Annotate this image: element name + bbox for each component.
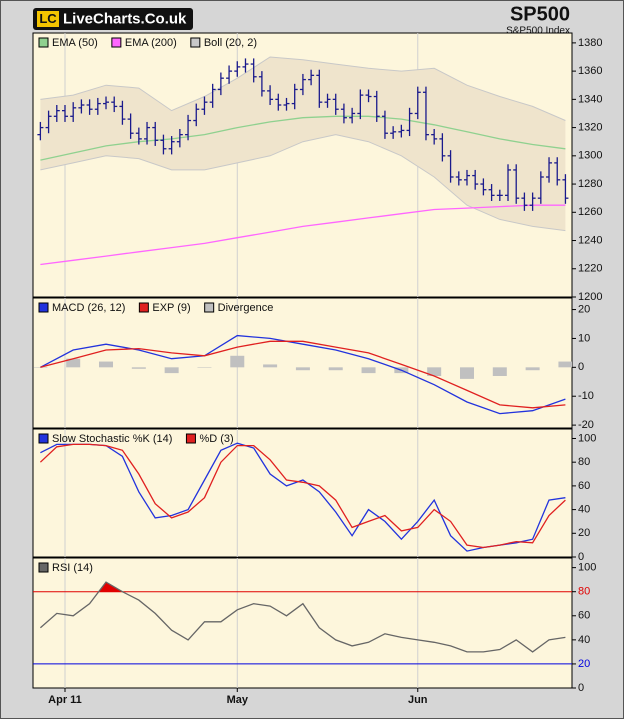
y-tick-label: 40 (578, 503, 590, 515)
divergence-bar (328, 367, 343, 371)
y-tick-label: 1360 (578, 65, 602, 77)
legend-swatch (204, 302, 215, 313)
y-tick-label: 100 (578, 432, 596, 444)
divergence-bar (459, 367, 474, 379)
legend-swatch (38, 433, 49, 444)
divergence-bar (230, 355, 245, 368)
x-tick-label: Jun (408, 694, 428, 706)
divergence-bar (492, 367, 507, 376)
divergence-bar (263, 364, 278, 368)
y-tick-label: 80 (578, 456, 590, 468)
legend-label: RSI (14) (52, 562, 93, 574)
plot (33, 558, 572, 688)
y-tick-label: -20 (578, 419, 594, 431)
divergence-bar (361, 367, 376, 374)
series-line (39, 443, 566, 549)
y-tick-label: 40 (578, 634, 590, 646)
legend-swatch (190, 37, 201, 48)
divergence-bar (197, 367, 212, 368)
y-tick-label: 1300 (578, 150, 602, 162)
series-line (40, 204, 566, 266)
y-tick-label: 20 (578, 527, 590, 539)
logo-mark-box (37, 11, 59, 27)
legend-label: EXP (9) (152, 302, 190, 314)
y-tick-label: 1340 (578, 93, 602, 105)
y-tick-label: 80 (578, 586, 590, 598)
x-tick-label: Apr 11 (48, 694, 82, 706)
legend-label: EMA (200) (125, 37, 177, 49)
divergence-bar (558, 361, 572, 368)
divergence-bar (131, 367, 146, 369)
series-line (40, 334, 566, 415)
divergence-bar (295, 367, 310, 371)
logo-box (33, 8, 193, 30)
logo-mark: LC (39, 11, 57, 26)
legend-swatch (38, 302, 49, 313)
y-tick-label: 60 (578, 480, 590, 492)
divergence-bar (427, 367, 442, 376)
panel (32, 557, 573, 689)
y-tick-label: 60 (578, 610, 590, 622)
y-tick-label: 0 (578, 361, 584, 373)
y-tick-label: 1220 (578, 263, 602, 275)
logo-text: LiveCharts.Co.uk (63, 10, 187, 27)
legend-swatch (111, 37, 122, 48)
divergence-bar (99, 361, 114, 368)
y-tick-label: 1280 (578, 178, 602, 190)
legend-swatch (185, 433, 196, 444)
y-tick-label: 0 (578, 551, 584, 563)
series-line (40, 340, 566, 409)
chart-title: SP500 (510, 3, 570, 25)
y-tick-label: 1380 (578, 37, 602, 49)
divergence-bar (164, 367, 179, 374)
series-line (40, 115, 566, 161)
legend-label: %D (3) (199, 433, 233, 445)
plot (37, 33, 569, 297)
legend-label: Boll (20, 2) (204, 37, 257, 49)
y-tick-label: 1200 (578, 291, 602, 303)
legend-label: Divergence (218, 302, 274, 314)
legend-swatch (38, 37, 49, 48)
series-line (39, 581, 566, 653)
band-fill (40, 57, 566, 231)
y-tick-label: 1240 (578, 234, 602, 246)
band-upper (40, 56, 566, 121)
y-tick-label: 0 (578, 682, 584, 694)
plot (33, 298, 572, 428)
x-tick-label: May (227, 694, 249, 706)
series-line (40, 442, 566, 552)
legend-swatch (38, 562, 49, 573)
panel (32, 297, 573, 429)
legend-label: MACD (26, 12) (52, 302, 125, 314)
y-tick-label: 20 (578, 658, 590, 670)
divergence-bar (33, 367, 48, 368)
legend-label: Slow Stochastic %K (14) (52, 433, 172, 445)
legend-swatch (138, 302, 149, 313)
legend-label: EMA (50) (52, 37, 98, 49)
chart-subtitle: S&P500 Index (506, 26, 570, 37)
divergence-bar (66, 358, 81, 368)
band-lower (40, 134, 566, 232)
y-tick-label: 20 (578, 303, 590, 315)
y-tick-label: 100 (578, 562, 596, 574)
y-tick-label: 1260 (578, 206, 602, 218)
y-tick-label: 10 (578, 332, 590, 344)
divergence-bar (525, 367, 540, 371)
y-tick-label: -10 (578, 390, 594, 402)
plot (39, 429, 566, 557)
y-tick-label: 1320 (578, 121, 602, 133)
